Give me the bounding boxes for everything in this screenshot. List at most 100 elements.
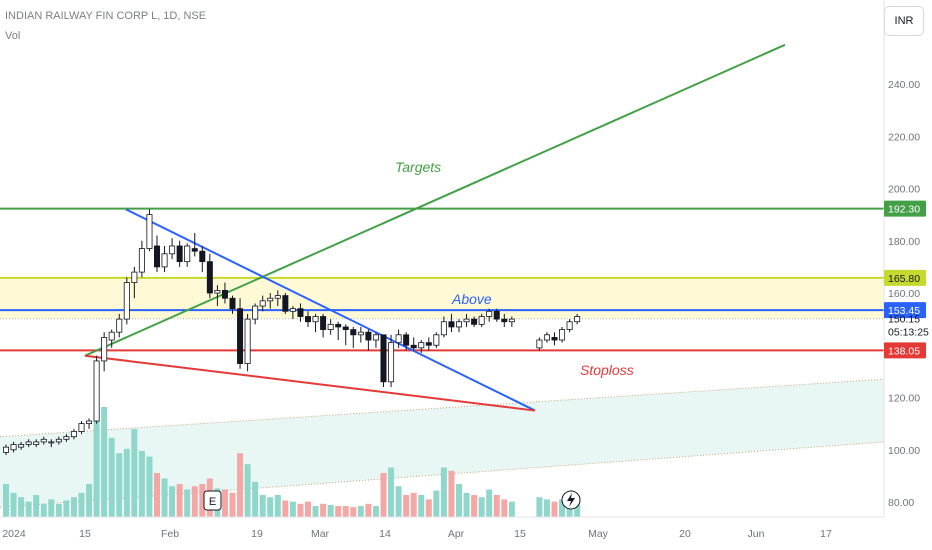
candle-body [78,423,85,432]
level-tag: 192.30 [884,200,926,217]
candle [418,340,425,354]
candle [543,332,550,343]
candle [350,326,357,348]
volume-bar [297,503,304,517]
candle-body [282,295,289,312]
volume-bar [320,503,327,517]
candle-body [93,360,100,422]
candle-body [25,441,32,445]
volume-bar [267,497,274,517]
level-tag-label: 165.80 [888,273,920,285]
candle [40,436,47,445]
volume-bar [176,484,183,517]
candle-body [551,337,558,341]
candle-body [252,305,259,320]
y-tick-label: 200.00 [888,184,920,196]
countdown-label: 05:13:25 [888,327,929,339]
candle-body [184,245,191,263]
candle-body [206,261,213,294]
candle [25,439,32,448]
support-trendline [84,354,536,412]
candle-body [350,329,357,336]
candle [448,313,455,333]
level-tag: 165.80 [884,269,926,286]
candle-body [380,334,387,383]
candle-body [501,318,508,323]
candle-body [566,321,573,330]
candle [237,298,244,369]
volume-bar [395,486,402,517]
candle-body [304,316,311,323]
volume-bar [146,456,153,517]
volume-bar [486,489,493,517]
volume-indicator-label[interactable]: Vol [5,30,21,42]
volume-bar [274,495,281,517]
candle-body [33,441,40,445]
candle-body [365,331,372,341]
level-tag: 153.45 [884,302,926,319]
channel-zone [0,379,884,508]
candle-body [169,245,176,255]
channel-upper-line [0,378,885,438]
volume-bar [169,486,176,517]
candle [10,441,17,453]
candle-body [18,444,25,448]
volume-bar [282,500,289,517]
candle-body [543,334,550,341]
candle-body [116,318,123,333]
currency-button[interactable]: INR [884,6,924,36]
candle-body [395,334,402,344]
candle [365,329,372,351]
candle [138,240,145,278]
candle-body [3,446,9,453]
candle [116,313,123,338]
volume-bar [566,503,573,517]
volume-bar [574,501,581,517]
x-tick-label: 2024 [2,528,26,540]
candle [574,313,581,325]
lightning-icon-bolt [567,493,575,507]
volume-bar [418,495,425,517]
x-tick-label: 19 [251,528,263,540]
candle-body [63,436,70,440]
candle [493,308,500,322]
trendlines-layer [0,43,884,412]
candle-body [259,300,266,307]
candle [191,232,198,257]
candle [304,311,311,327]
candle [312,313,319,333]
candle [433,332,440,348]
candle-body [463,318,470,323]
candle [131,266,138,299]
volume-bar [184,489,191,517]
volume-bar [25,501,32,517]
volume-bar [221,489,228,517]
candle-body [221,289,228,299]
candle-body [244,318,251,364]
volume-bar [161,478,168,517]
candle [161,245,168,273]
candle [101,332,108,372]
candle [327,319,334,335]
candle [471,316,478,327]
candle [252,303,259,325]
y-tick-label: 220.00 [888,131,920,143]
candle [320,313,327,338]
candle [18,441,25,450]
level-tag: 138.05 [884,342,926,359]
volume-bar [289,501,296,517]
candle-body [237,308,244,364]
x-tick-label: Jun [748,528,765,540]
volume-bar [508,501,515,517]
x-tick-label: 15 [79,528,91,540]
volume-bar [78,492,85,517]
volume-bar [335,506,342,517]
level-tag-label: 153.45 [888,305,920,317]
candle [440,316,447,338]
candle [501,313,508,327]
volume-bar [101,407,108,517]
volume-bar [131,429,138,517]
volume-bar [551,501,558,517]
candle [395,329,402,348]
